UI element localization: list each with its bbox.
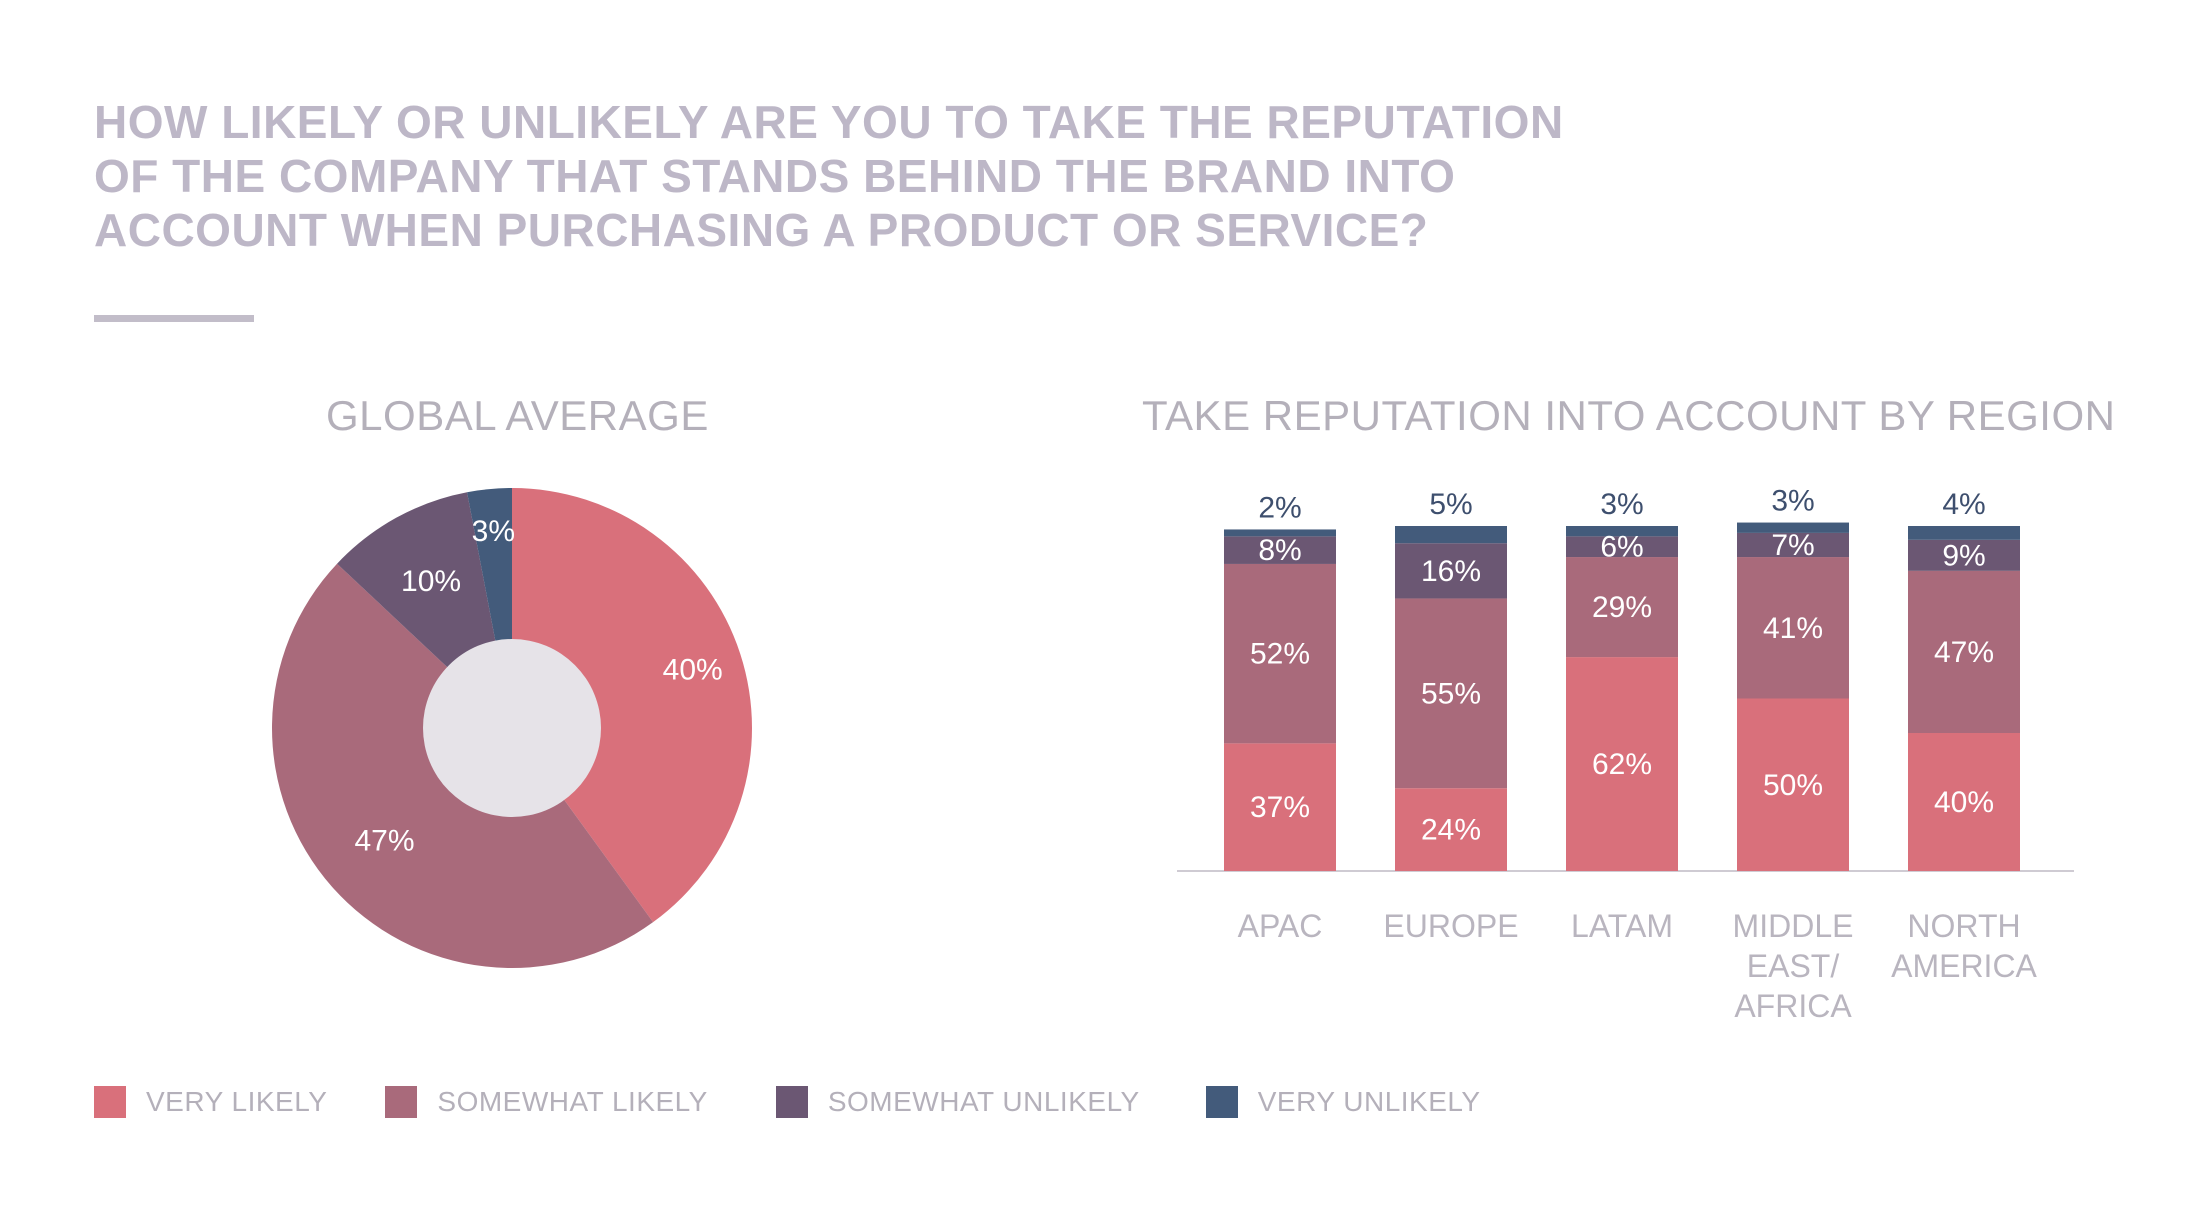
legend-swatch — [385, 1086, 418, 1118]
bar-value-label: 62% — [1592, 748, 1652, 781]
x-tick-label: APAC — [1238, 908, 1323, 944]
bar-segment-somewhat-unlikely — [1737, 532, 1849, 558]
legend-swatch — [775, 1086, 808, 1118]
legend-swatch — [1205, 1086, 1238, 1118]
bar-value-label: 50% — [1763, 769, 1823, 802]
bar-value-label: 40% — [1934, 786, 1994, 819]
bar-segment-very-unlikely — [1737, 522, 1849, 533]
bar-segment-very-unlikely — [1566, 526, 1678, 537]
bar-value-label: 8% — [1258, 534, 1301, 567]
legend-label: SOMEWHAT UNLIKELY — [827, 1086, 1140, 1117]
bar-value-label: 5% — [1429, 488, 1472, 521]
page-title: HOW LIKELY OR UNLIKELY ARE YOU TO TAKE T… — [94, 96, 1564, 256]
chart-legend: VERY LIKELY SOMEWHAT LIKELY SOMEWHAT UNL… — [94, 1082, 1541, 1122]
bar-value-label: 52% — [1250, 638, 1310, 671]
legend-swatch — [94, 1086, 126, 1118]
bar-segment-somewhat-likely — [1395, 598, 1507, 789]
bar-value-label: 16% — [1421, 555, 1481, 588]
bar-segment-somewhat-likely — [1737, 557, 1849, 699]
bar-segment-somewhat-likely — [1224, 563, 1336, 744]
bar-segment-very-unlikely — [1224, 529, 1336, 537]
bar-segment-very-likely — [1395, 788, 1507, 871]
x-tick-label: EUROPE — [1383, 908, 1518, 944]
x-tick-label: NORTH AMERICA — [1891, 908, 2037, 984]
bar-value-label: 3% — [1600, 488, 1643, 521]
bar-value-label: 2% — [1258, 491, 1301, 524]
legend-item-very-unlikely: VERY UNLIKELY — [1205, 1082, 1481, 1122]
legend-item-somewhat-likely: SOMEWHAT LIKELY — [385, 1082, 707, 1122]
x-tick-label: MIDDLE EAST/AFRICA — [1733, 908, 1854, 1024]
title-divider — [94, 315, 254, 322]
bar-value-label: 47% — [1934, 636, 1994, 669]
donut-hole — [423, 639, 601, 817]
legend-item-very-likely: VERY LIKELY — [94, 1082, 327, 1122]
bar-segment-somewhat-unlikely — [1224, 536, 1336, 564]
pie-slice-label: 40% — [663, 653, 723, 686]
legend-label: VERY UNLIKELY — [1257, 1086, 1481, 1117]
bar-value-label: 7% — [1771, 529, 1814, 562]
pie-slice-label: 47% — [354, 824, 414, 857]
bar-value-label: 3% — [1771, 485, 1814, 518]
bar-segment-very-likely — [1224, 743, 1336, 871]
bar-segment-very-likely — [1908, 733, 2020, 871]
bar-segment-somewhat-unlikely — [1566, 536, 1678, 558]
bar-value-label: 29% — [1592, 591, 1652, 624]
bar-segment-somewhat-unlikely — [1908, 539, 2020, 571]
pie-chart-title: GLOBAL AVERAGE — [326, 392, 709, 439]
bar-value-label: 9% — [1942, 539, 1985, 572]
bar-segment-somewhat-likely — [1908, 570, 2020, 733]
bar-value-label: 37% — [1250, 791, 1310, 824]
bar-segment-very-likely — [1737, 698, 1849, 871]
bar-chart-title: TAKE REPUTATION INTO ACCOUNT BY REGION — [1142, 392, 2116, 439]
x-tick-label: LATAM — [1571, 908, 1673, 944]
bar-value-label: 6% — [1600, 531, 1643, 564]
legend-label: SOMEWHAT LIKELY — [437, 1086, 708, 1117]
pie-slice-label: 3% — [472, 515, 515, 548]
legend-item-somewhat-unlikely: SOMEWHAT UNLIKELY — [775, 1082, 1140, 1122]
bar-segment-very-unlikely — [1395, 526, 1507, 544]
bar-value-label: 4% — [1942, 488, 1985, 521]
bar-segment-somewhat-unlikely — [1395, 543, 1507, 599]
bar-segment-very-likely — [1566, 657, 1678, 871]
pie-slice-label: 10% — [401, 565, 461, 598]
bar-value-label: 41% — [1763, 612, 1823, 645]
bar-segment-very-unlikely — [1908, 526, 2020, 540]
legend-label: VERY LIKELY — [146, 1086, 328, 1117]
bar-segment-somewhat-likely — [1566, 557, 1678, 658]
bar-value-label: 55% — [1421, 677, 1481, 710]
pie-slice-very-likely — [512, 488, 753, 923]
bar-value-label: 24% — [1421, 814, 1481, 847]
